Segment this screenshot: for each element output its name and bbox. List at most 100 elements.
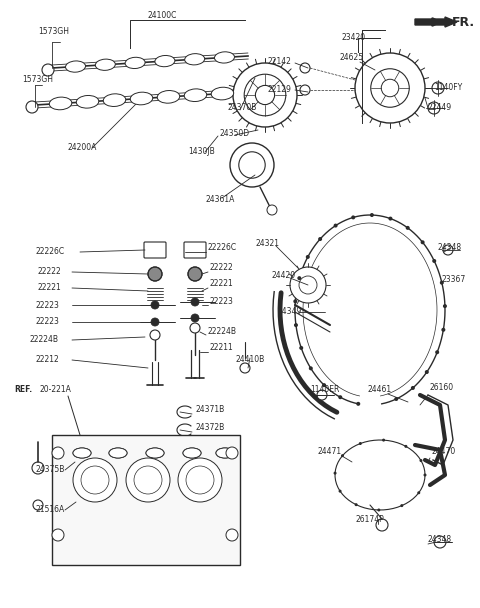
Text: 24361A: 24361A: [206, 196, 235, 204]
Text: 23367: 23367: [442, 275, 466, 285]
Circle shape: [42, 64, 54, 76]
Text: 24370B: 24370B: [228, 103, 257, 112]
Circle shape: [32, 462, 44, 474]
Circle shape: [432, 82, 444, 94]
Text: 24200A: 24200A: [68, 143, 97, 153]
Circle shape: [377, 508, 380, 511]
Text: 1573GH: 1573GH: [22, 75, 53, 85]
Circle shape: [434, 536, 446, 548]
Ellipse shape: [183, 448, 201, 458]
Circle shape: [338, 489, 342, 492]
Circle shape: [376, 519, 388, 531]
Text: 22223: 22223: [36, 317, 60, 326]
Circle shape: [191, 298, 199, 306]
Circle shape: [233, 63, 297, 127]
Text: 1573GH: 1573GH: [38, 27, 69, 36]
Circle shape: [355, 503, 358, 506]
Circle shape: [309, 367, 313, 370]
Ellipse shape: [211, 87, 234, 100]
Circle shape: [148, 267, 162, 281]
Ellipse shape: [216, 448, 234, 458]
Circle shape: [300, 63, 310, 73]
Ellipse shape: [157, 91, 180, 103]
Circle shape: [371, 69, 409, 107]
Circle shape: [151, 318, 159, 326]
Text: 1430JB: 1430JB: [188, 148, 215, 156]
Circle shape: [388, 216, 393, 221]
Text: 24375B: 24375B: [35, 466, 64, 474]
Text: 24471: 24471: [318, 447, 342, 457]
Circle shape: [299, 276, 317, 294]
Circle shape: [338, 395, 342, 399]
Circle shape: [428, 102, 440, 114]
Text: 24348: 24348: [428, 536, 452, 545]
Circle shape: [420, 459, 422, 462]
Circle shape: [226, 447, 238, 459]
FancyBboxPatch shape: [144, 242, 166, 258]
Ellipse shape: [76, 95, 99, 108]
Circle shape: [443, 304, 447, 308]
Text: 22223: 22223: [36, 300, 60, 309]
Circle shape: [425, 370, 429, 374]
Circle shape: [382, 438, 385, 441]
Circle shape: [191, 314, 199, 322]
Circle shape: [230, 143, 274, 187]
Text: 23420: 23420: [342, 32, 366, 41]
Circle shape: [370, 213, 374, 217]
Text: 24410B: 24410B: [235, 356, 264, 365]
Ellipse shape: [155, 55, 175, 67]
Circle shape: [226, 529, 238, 541]
Text: 20-221A: 20-221A: [40, 385, 72, 394]
Circle shape: [394, 397, 398, 401]
Text: 22222: 22222: [38, 268, 62, 277]
Circle shape: [359, 442, 362, 445]
Circle shape: [126, 458, 170, 502]
Text: 22221: 22221: [38, 283, 62, 292]
Ellipse shape: [109, 448, 127, 458]
Circle shape: [435, 350, 439, 354]
Text: 26174P: 26174P: [356, 516, 385, 525]
Circle shape: [443, 245, 453, 255]
Text: 24350D: 24350D: [220, 128, 250, 137]
Circle shape: [188, 267, 202, 281]
Ellipse shape: [125, 57, 145, 69]
Circle shape: [52, 529, 64, 541]
Text: 24321: 24321: [256, 240, 280, 249]
Text: 21516A: 21516A: [35, 505, 64, 514]
Text: 1140ER: 1140ER: [310, 385, 339, 395]
Circle shape: [73, 458, 117, 502]
Ellipse shape: [130, 92, 153, 105]
Ellipse shape: [146, 448, 164, 458]
Circle shape: [400, 504, 403, 507]
Circle shape: [351, 215, 355, 219]
Text: 22222: 22222: [210, 263, 234, 272]
Circle shape: [355, 53, 425, 123]
Text: 22224B: 22224B: [30, 336, 59, 345]
Text: 22226C: 22226C: [208, 243, 237, 252]
Circle shape: [134, 466, 162, 494]
Ellipse shape: [96, 59, 115, 71]
Ellipse shape: [73, 448, 91, 458]
Text: FR.: FR.: [452, 15, 475, 29]
Circle shape: [255, 85, 275, 105]
Circle shape: [81, 466, 109, 494]
Circle shape: [322, 383, 326, 387]
Circle shape: [423, 474, 427, 477]
Ellipse shape: [49, 97, 72, 110]
Circle shape: [33, 500, 43, 510]
Text: 22226C: 22226C: [36, 247, 65, 257]
Circle shape: [406, 226, 410, 230]
Circle shape: [297, 276, 301, 280]
Circle shape: [441, 328, 445, 332]
Ellipse shape: [184, 89, 207, 102]
Ellipse shape: [185, 54, 204, 65]
Circle shape: [432, 259, 436, 263]
Text: 24372B: 24372B: [195, 424, 224, 432]
Circle shape: [150, 330, 160, 340]
Ellipse shape: [216, 448, 234, 458]
Ellipse shape: [183, 448, 201, 458]
Text: 22224B: 22224B: [208, 328, 237, 336]
Ellipse shape: [109, 448, 127, 458]
Circle shape: [420, 240, 425, 244]
Circle shape: [334, 472, 336, 475]
